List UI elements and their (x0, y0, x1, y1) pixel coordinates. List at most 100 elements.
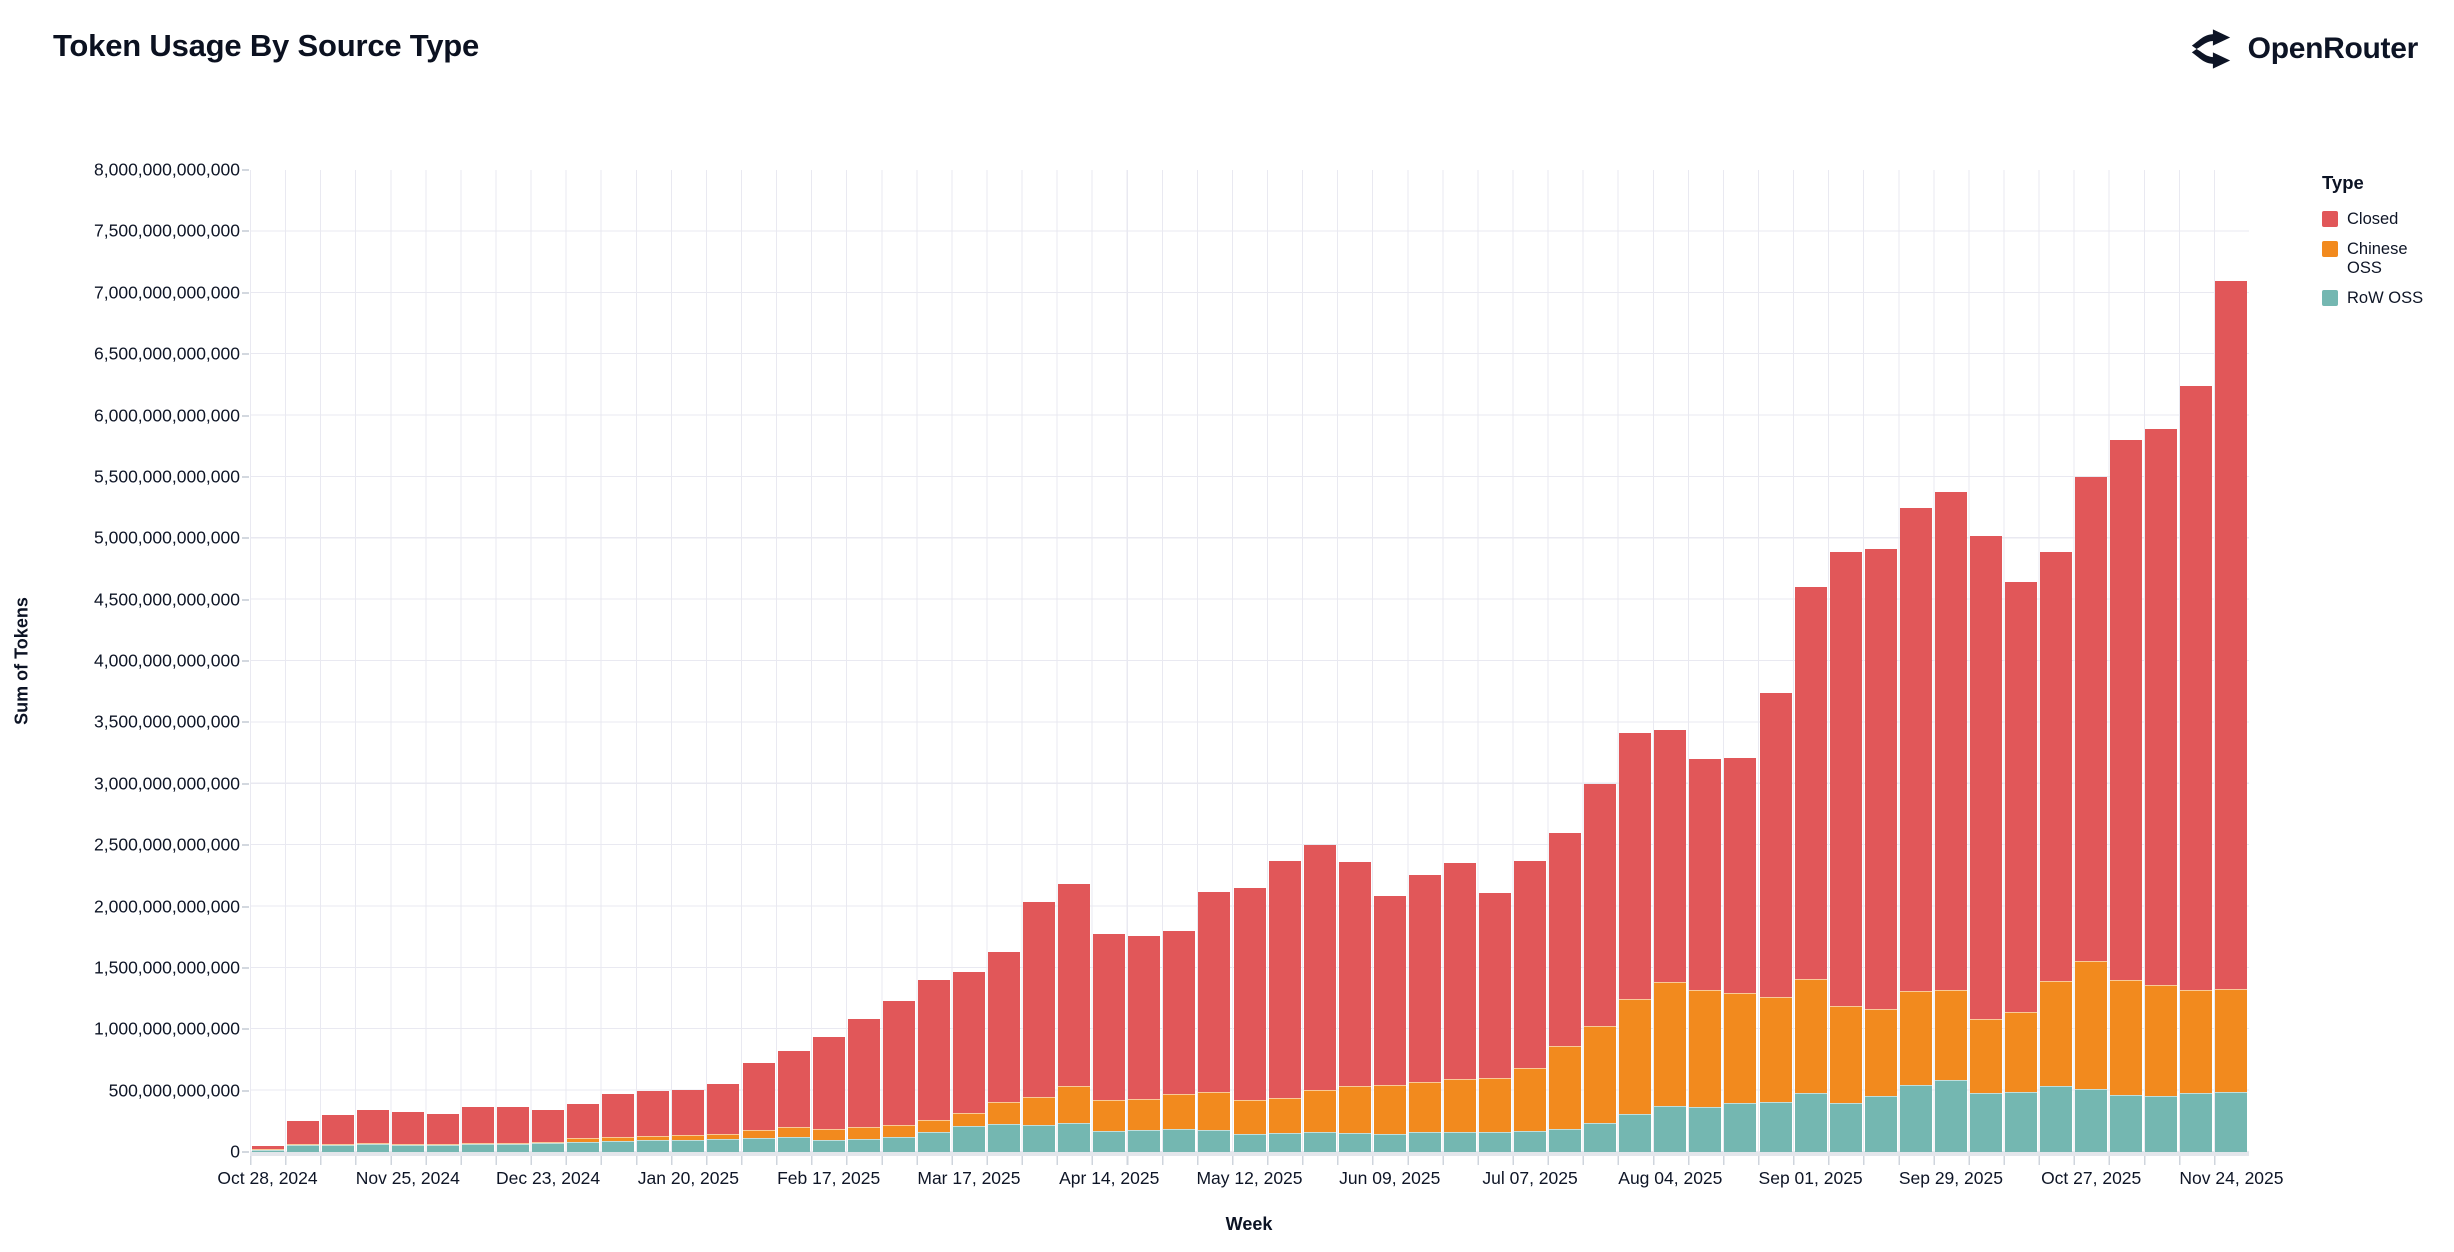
bar-may-26-2025[interactable] (1303, 845, 1336, 1152)
bar-apr-14-2025[interactable] (1093, 933, 1126, 1152)
segment-row-oss[interactable] (672, 1139, 705, 1152)
segment-chinese-oss[interactable] (2075, 960, 2108, 1090)
segment-chinese-oss[interactable] (1794, 979, 1827, 1093)
segment-chinese-oss[interactable] (532, 1141, 565, 1144)
segment-row-oss[interactable] (1303, 1131, 1336, 1152)
segment-chinese-oss[interactable] (1584, 1025, 1617, 1124)
segment-closed[interactable] (917, 980, 950, 1120)
segment-chinese-oss[interactable] (1549, 1045, 1582, 1129)
bar-jan-06-2025[interactable] (602, 1093, 635, 1152)
segment-closed[interactable] (1443, 862, 1476, 1080)
bar-nov-18-2024[interactable] (356, 1110, 389, 1152)
bar-oct-06-2025[interactable] (1969, 535, 2002, 1152)
segment-chinese-oss[interactable] (356, 1143, 389, 1145)
segment-chinese-oss[interactable] (742, 1129, 775, 1139)
bar-mar-31-2025[interactable] (1023, 901, 1056, 1152)
segment-chinese-oss[interactable] (497, 1143, 530, 1145)
bar-jul-07-2025[interactable] (1514, 861, 1547, 1152)
segment-chinese-oss[interactable] (952, 1113, 985, 1126)
bar-aug-18-2025[interactable] (1724, 758, 1757, 1152)
segment-chinese-oss[interactable] (672, 1135, 705, 1140)
legend-entry-row-oss[interactable]: RoW OSS (2322, 289, 2444, 308)
segment-row-oss[interactable] (2040, 1085, 2073, 1152)
segment-closed[interactable] (637, 1091, 670, 1136)
bar-dec-09-2024[interactable] (461, 1106, 494, 1152)
bar-nov-10-2025[interactable] (2145, 429, 2178, 1152)
bar-jun-23-2025[interactable] (1443, 862, 1476, 1152)
segment-chinese-oss[interactable] (1408, 1082, 1441, 1133)
segment-chinese-oss[interactable] (1759, 997, 1792, 1102)
segment-row-oss[interactable] (917, 1131, 950, 1152)
bar-jun-02-2025[interactable] (1338, 862, 1371, 1152)
segment-chinese-oss[interactable] (2145, 984, 2178, 1096)
segment-chinese-oss[interactable] (1303, 1089, 1336, 1132)
bar-feb-24-2025[interactable] (847, 1019, 880, 1152)
segment-closed[interactable] (2110, 440, 2143, 980)
segment-closed[interactable] (1829, 551, 1862, 1006)
segment-row-oss[interactable] (1373, 1133, 1406, 1152)
segment-row-oss[interactable] (391, 1144, 424, 1152)
segment-row-oss[interactable] (286, 1144, 319, 1152)
segment-row-oss[interactable] (1759, 1101, 1792, 1152)
bar-mar-10-2025[interactable] (917, 980, 950, 1152)
segment-row-oss[interactable] (1338, 1132, 1371, 1152)
segment-closed[interactable] (1268, 861, 1301, 1098)
segment-chinese-oss[interactable] (1619, 999, 1652, 1114)
segment-chinese-oss[interactable] (1338, 1086, 1371, 1133)
segment-row-oss[interactable] (812, 1139, 845, 1152)
segment-chinese-oss[interactable] (2180, 989, 2213, 1093)
bar-nov-24-2025[interactable] (2215, 280, 2248, 1152)
segment-closed[interactable] (1478, 893, 1511, 1078)
segment-closed[interactable] (1689, 759, 1722, 990)
segment-closed[interactable] (1759, 692, 1792, 998)
bar-aug-11-2025[interactable] (1689, 759, 1722, 1152)
bar-feb-10-2025[interactable] (777, 1051, 810, 1152)
bar-nov-17-2025[interactable] (2180, 386, 2213, 1152)
segment-chinese-oss[interactable] (917, 1119, 950, 1132)
segment-chinese-oss[interactable] (1443, 1079, 1476, 1132)
segment-closed[interactable] (1794, 587, 1827, 980)
segment-row-oss[interactable] (988, 1123, 1020, 1152)
bar-dec-23-2024[interactable] (532, 1109, 565, 1152)
segment-row-oss[interactable] (1268, 1133, 1301, 1152)
segment-closed[interactable] (2180, 386, 2213, 990)
segment-row-oss[interactable] (1969, 1092, 2002, 1152)
bar-sep-22-2025[interactable] (1899, 507, 1932, 1152)
segment-row-oss[interactable] (777, 1137, 810, 1152)
segment-row-oss[interactable] (2180, 1092, 2213, 1152)
segment-closed[interactable] (1338, 862, 1371, 1087)
segment-chinese-oss[interactable] (1128, 1099, 1161, 1130)
segment-chinese-oss[interactable] (1233, 1099, 1266, 1135)
segment-closed[interactable] (2005, 582, 2038, 1013)
segment-closed[interactable] (1619, 733, 1652, 1000)
segment-row-oss[interactable] (1829, 1103, 1862, 1152)
segment-closed[interactable] (1093, 933, 1126, 1100)
segment-closed[interactable] (1128, 935, 1161, 1100)
segment-closed[interactable] (1864, 549, 1897, 1010)
segment-chinese-oss[interactable] (286, 1143, 319, 1145)
segment-row-oss[interactable] (1198, 1129, 1231, 1152)
segment-row-oss[interactable] (1128, 1129, 1161, 1152)
segment-row-oss[interactable] (602, 1140, 635, 1152)
segment-closed[interactable] (1163, 931, 1196, 1094)
segment-closed[interactable] (461, 1106, 494, 1144)
segment-closed[interactable] (1303, 845, 1336, 1090)
segment-closed[interactable] (847, 1019, 880, 1127)
bar-jun-09-2025[interactable] (1373, 896, 1406, 1152)
bar-apr-07-2025[interactable] (1058, 884, 1091, 1152)
segment-chinese-oss[interactable] (1724, 993, 1757, 1103)
segment-row-oss[interactable] (847, 1139, 880, 1152)
segment-row-oss[interactable] (426, 1144, 459, 1152)
segment-chinese-oss[interactable] (1373, 1084, 1406, 1134)
segment-chinese-oss[interactable] (426, 1143, 459, 1145)
bar-oct-28-2024[interactable] (251, 1145, 284, 1152)
segment-closed[interactable] (356, 1110, 389, 1144)
segment-chinese-oss[interactable] (1093, 1099, 1126, 1131)
segment-closed[interactable] (882, 1001, 915, 1126)
bar-sep-15-2025[interactable] (1864, 549, 1897, 1152)
bar-jun-16-2025[interactable] (1408, 874, 1441, 1152)
segment-row-oss[interactable] (882, 1137, 915, 1152)
bar-may-19-2025[interactable] (1268, 861, 1301, 1152)
segment-chinese-oss[interactable] (461, 1143, 494, 1145)
segment-closed[interactable] (672, 1090, 705, 1136)
